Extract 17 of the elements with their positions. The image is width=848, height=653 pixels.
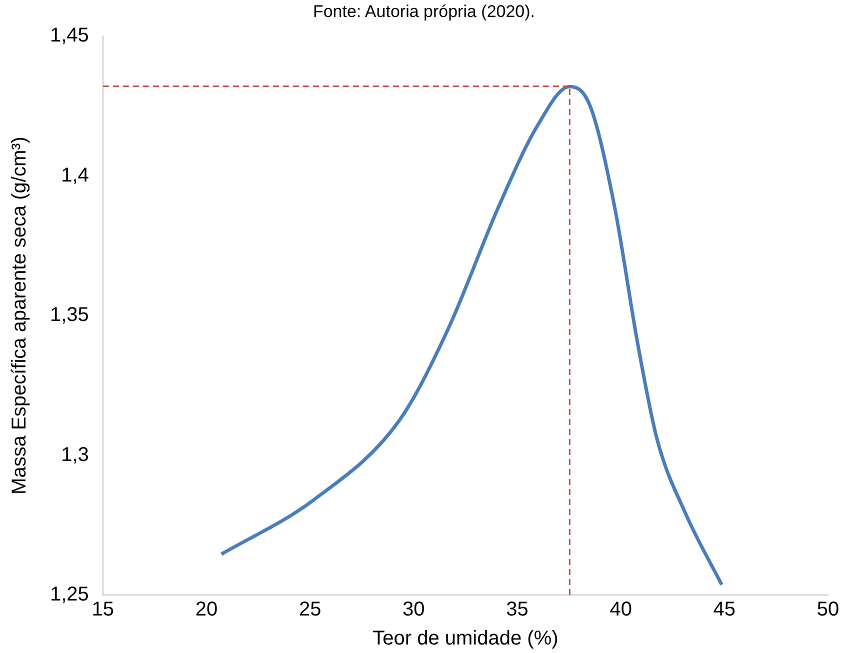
x-tick-label: 35 xyxy=(506,598,528,621)
y-tick-label: 1,45 xyxy=(50,24,89,47)
line-series xyxy=(220,84,724,586)
y-tick-label: 1,3 xyxy=(61,444,89,466)
x-tick-label: 50 xyxy=(816,598,840,621)
x-tick-label: 25 xyxy=(298,598,322,621)
x-tick-label: 30 xyxy=(402,598,425,621)
x-tick-label: 15 xyxy=(92,598,114,621)
x-axis-title: Teor de umidade (%) xyxy=(372,628,558,650)
x-tick-label: 45 xyxy=(713,598,736,621)
y-axis-title: Massa Específica aparente seca (g/cm³) xyxy=(8,136,31,494)
y-tick-label: 1,4 xyxy=(61,164,89,186)
y-tick-label: 1,25 xyxy=(50,584,89,606)
x-tick-label: 40 xyxy=(610,598,632,621)
y-tick-label: 1,35 xyxy=(50,304,89,326)
chart-title: Fonte: Autoria própria (2020). xyxy=(312,2,536,22)
x-tick-label: 20 xyxy=(195,598,218,621)
